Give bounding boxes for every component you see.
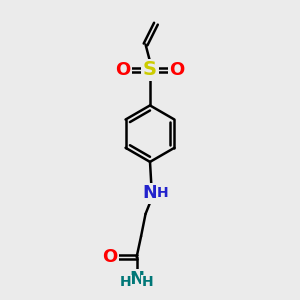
Text: S: S <box>143 60 157 79</box>
Text: N: N <box>142 184 158 202</box>
Text: O: O <box>116 61 131 79</box>
Text: O: O <box>169 61 184 79</box>
Text: O: O <box>102 248 118 266</box>
Text: H: H <box>142 275 154 289</box>
Text: H: H <box>157 186 169 200</box>
Text: N: N <box>129 270 144 288</box>
Text: H: H <box>119 275 131 289</box>
